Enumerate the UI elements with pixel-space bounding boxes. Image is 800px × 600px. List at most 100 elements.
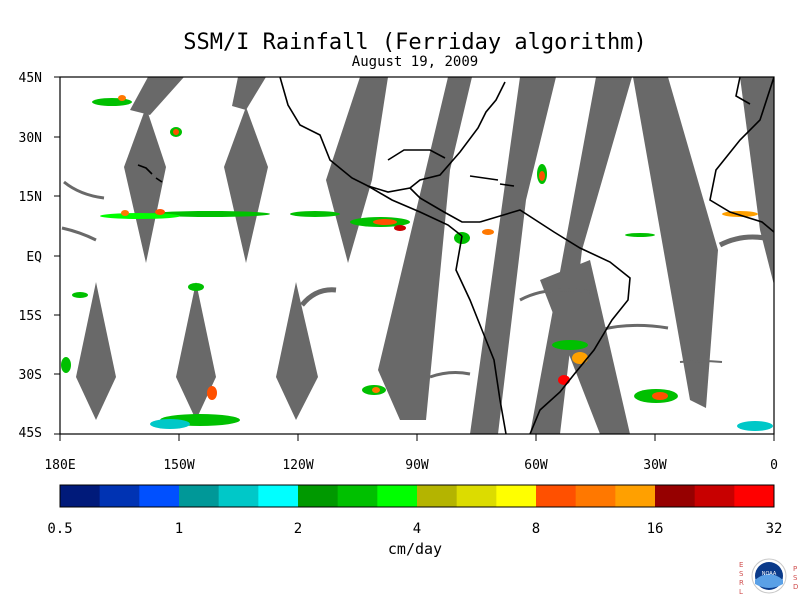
rain-patch [373,219,397,225]
rain-patch [722,211,758,217]
swath-arc [519,288,591,302]
rain-patch [539,171,545,181]
lon-label: 30W [643,458,667,473]
logo-letter: P [793,565,797,573]
colorbar-tick-label: 2 [293,521,303,537]
rain-patch [482,229,494,235]
south-america-coast [455,235,507,434]
rain-patch [150,211,270,217]
caribbean-islands [469,175,515,187]
swath-gap [470,77,556,434]
swath-gap [176,282,216,420]
colorbar-tick-label: 4 [412,521,422,537]
colorbar-swatch [694,485,735,507]
rain-patch [652,392,668,400]
lat-label: 15S [19,309,42,324]
swath-arc [599,323,669,332]
logo-letter: S [793,574,798,582]
colorbar-swatch [456,485,497,507]
colorbar-swatch [179,485,220,507]
swath-arc [63,180,105,200]
hawaii [137,164,163,183]
lon-label: 120W [282,458,313,473]
colorbar-swatch [60,485,101,507]
rain-patch [173,129,179,135]
lon-axis: 180E 150W 120W 90W 60W 30W 0 [44,434,778,473]
colorbar-swatch [377,485,418,507]
swath-arc [718,234,774,248]
rain-patch [572,352,588,364]
swath-gap [633,77,718,408]
colorbar-tick-label: 32 [765,521,783,537]
colorbar-swatch [734,485,775,507]
lat-label: 45N [19,71,42,86]
lat-label: 30N [19,131,42,146]
lon-label: 180E [44,458,75,473]
rain-patch [121,210,129,216]
lon-label: 60W [524,458,548,473]
rain-patch [394,225,406,231]
colorbar-swatch [417,485,458,507]
gulf-coast [387,149,446,161]
colorbar-tick-label: 16 [646,521,664,537]
colorbar-swatch [139,485,180,507]
swath-gap [232,77,266,110]
swath-gap [130,77,184,115]
no-data-swaths [61,77,774,434]
swath-arc [61,226,97,242]
swath-arc [300,287,337,307]
noaa-esrl-psd-logo: E S R L NOAA P S D [739,558,798,596]
rain-patch [150,419,190,429]
rain-patch [737,421,773,431]
swath-gap [76,282,116,420]
north-america-coast [279,77,506,193]
lat-label: EQ [26,250,42,265]
rain-patch [290,211,340,217]
noaa-logo-wave [755,574,783,588]
logo-letter: R [739,579,744,587]
swath-gap [224,107,268,263]
logo-letter: D [793,583,798,591]
colorbar-swatch [575,485,616,507]
rain-patch [100,213,180,219]
rain-patch [558,375,570,385]
colorbar-unit-label: cm/day [387,540,443,558]
swath-gap [326,77,388,263]
colorbar-swatch [655,485,696,507]
rain-patch [61,357,71,373]
rain-patch [625,233,655,237]
colorbar-frame [59,484,775,508]
coastlines [137,77,774,434]
central-america-coast [367,185,463,237]
logo-letter: L [739,588,743,596]
colorbar-swatch [258,485,299,507]
rain-patch [72,292,88,298]
rain-patch [188,283,204,291]
lon-label: 90W [405,458,429,473]
rain-patch [118,95,126,101]
colorbar-tick-label: 0.5 [47,521,73,537]
colorbar-swatch [298,485,339,507]
swath-arc [429,371,471,379]
swath-gap [378,77,472,420]
map-date: August 19, 2009 [351,54,479,70]
colorbar-swatch [337,485,378,507]
swath-gap [740,77,774,285]
rain-patch [92,98,132,106]
colorbar [59,484,775,508]
rain-patch [155,209,165,215]
colorbar-swatch [218,485,259,507]
rain-patch [372,387,380,393]
colorbar-swatch [536,485,577,507]
colorbar-swatch [99,485,140,507]
colorbar-tick-label: 8 [531,521,541,537]
lat-label: 30S [19,368,42,383]
swath-gap [276,282,318,420]
iberia-coast [735,77,751,105]
logo-letter: S [739,570,744,578]
swath-gap [124,107,166,263]
rainfall-patches [61,95,773,431]
lat-axis: 45N 30N 15N EQ 15S 30S 45S [19,71,60,441]
rain-patch [207,386,217,400]
